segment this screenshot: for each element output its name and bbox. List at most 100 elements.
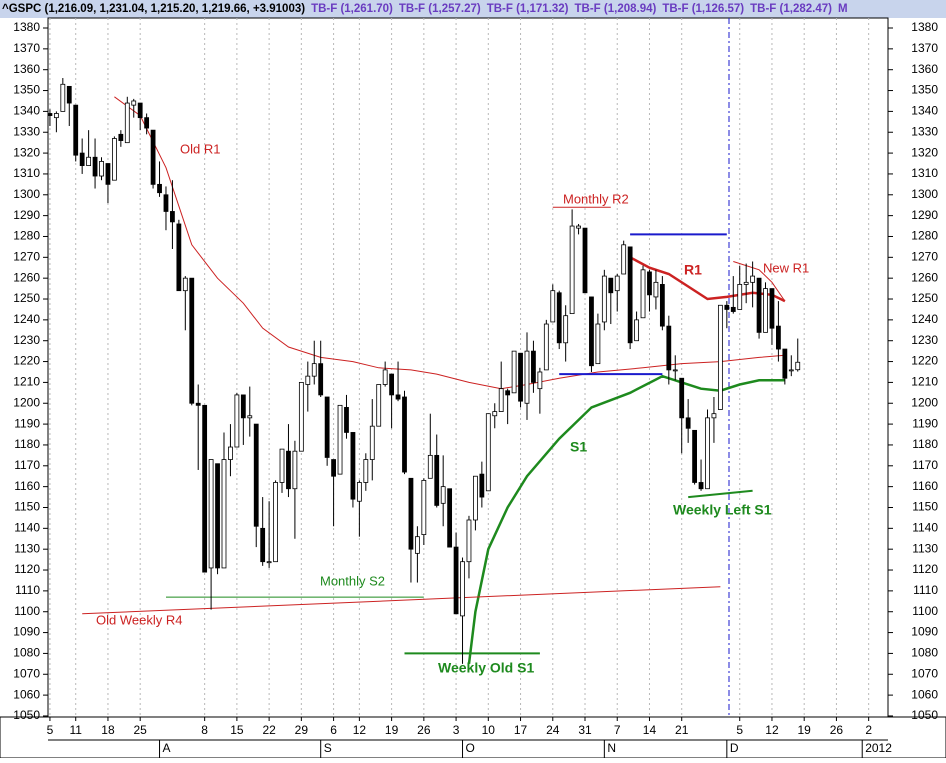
- overlay-label: New R1: [763, 260, 809, 275]
- x-tick-label: 25: [134, 723, 148, 737]
- x-tick-label: 31: [578, 723, 592, 737]
- candle-body: [163, 194, 169, 212]
- candle-body: [576, 225, 581, 229]
- candle-body: [666, 325, 672, 371]
- y-tick-label-right: 1300: [911, 187, 938, 201]
- candle-body: [324, 396, 330, 458]
- y-tick-label: 1120: [14, 562, 40, 576]
- x-tick-label: 24: [546, 723, 560, 737]
- candle-body: [511, 350, 517, 394]
- candle-body: [447, 488, 453, 548]
- candle-body: [543, 323, 549, 371]
- y-tick-label: 1220: [13, 354, 40, 368]
- candle-body: [273, 482, 278, 563]
- candle-body: [685, 417, 691, 429]
- header-bar: [0, 0, 946, 18]
- candle-body: [672, 369, 678, 372]
- candle-body: [402, 396, 407, 473]
- header-item: TB-F (1,261.70): [311, 3, 393, 15]
- y-tick-label: 1310: [13, 166, 40, 180]
- y-tick-label: 1290: [13, 208, 40, 222]
- y-tick-label-right: 1240: [911, 312, 938, 326]
- y-tick-label-right: 1190: [912, 416, 938, 430]
- candle-body: [53, 113, 59, 119]
- candle-body: [92, 156, 98, 177]
- y-tick-label: 1210: [13, 375, 40, 389]
- candle-body: [221, 459, 227, 569]
- y-tick-label: 1200: [13, 395, 40, 409]
- y-tick-label-right: 1200: [911, 395, 938, 409]
- y-tick-label: 1100: [14, 604, 40, 618]
- y-tick-label-right: 1370: [911, 41, 938, 55]
- candle-body: [79, 152, 85, 166]
- candle-body: [659, 284, 665, 327]
- y-tick-label-right: 1160: [912, 479, 938, 493]
- y-tick-label-right: 1260: [911, 270, 938, 284]
- y-tick-label-right: 1340: [911, 104, 938, 118]
- x-tick-label: 10: [482, 723, 496, 737]
- candle-body: [692, 429, 697, 483]
- y-tick-label: 1250: [13, 291, 40, 305]
- candle-body: [363, 459, 369, 483]
- overlay-line: [467, 374, 785, 664]
- y-tick-label-right: 1120: [912, 562, 938, 576]
- candle-body: [395, 394, 401, 400]
- candle-body: [698, 482, 704, 490]
- y-tick-label-right: 1210: [911, 375, 938, 389]
- candle-body: [414, 536, 420, 554]
- y-tick-label-right: 1090: [911, 625, 938, 639]
- candle-body: [99, 161, 104, 177]
- candle-body: [170, 211, 175, 223]
- candle-body: [247, 415, 253, 419]
- candle-body: [305, 375, 311, 385]
- candle-body: [73, 104, 79, 156]
- candle-body: [621, 244, 627, 275]
- candle-body: [286, 450, 291, 490]
- candle-body: [550, 290, 556, 323]
- y-tick-label-right: 1330: [911, 124, 938, 138]
- candle-body: [434, 454, 440, 506]
- candle-body: [724, 304, 730, 310]
- candle-body: [427, 454, 433, 479]
- overlay-line: [688, 489, 753, 499]
- y-tick-label: 1090: [13, 625, 40, 639]
- candle-body: [266, 561, 272, 564]
- candle-body: [485, 413, 491, 492]
- header-item: TB-F (1,257.27): [399, 3, 481, 15]
- candle-body: [788, 369, 794, 372]
- candle-body: [369, 425, 375, 460]
- y-tick-label-right: 1380: [911, 20, 938, 34]
- candle-body: [137, 102, 143, 119]
- candle-body: [518, 352, 523, 402]
- y-tick-label-right: 1140: [912, 521, 938, 535]
- candle-body: [234, 394, 240, 448]
- candle-body: [717, 304, 723, 410]
- overlay-label: S1: [570, 439, 587, 455]
- candle-body: [311, 363, 317, 377]
- candle-body: [337, 404, 343, 475]
- candle-body: [228, 446, 233, 460]
- candle-body: [60, 83, 66, 112]
- candle-body: [389, 373, 395, 396]
- candle-body: [318, 363, 324, 396]
- overlay-label: Old Weekly R4: [96, 612, 182, 627]
- x-tick-label: 14: [643, 723, 657, 737]
- candle-body: [769, 288, 775, 329]
- candle-body: [711, 413, 717, 419]
- candle-body: [208, 459, 214, 569]
- candle-body: [737, 284, 743, 310]
- y-tick-label-right: 1220: [911, 354, 938, 368]
- candle-body: [795, 361, 801, 371]
- plot-area: [47, 17, 889, 718]
- candle-body: [763, 288, 768, 333]
- candle-body: [86, 156, 92, 166]
- x-tick-label: 8: [201, 723, 208, 737]
- candle-body: [189, 277, 195, 404]
- candle-body: [240, 394, 246, 419]
- y-tick-label-right: 1170: [912, 458, 938, 472]
- candle-body: [105, 163, 111, 185]
- y-tick-label-right: 1050: [911, 708, 938, 722]
- candle-body: [730, 306, 736, 312]
- header-item: ^GSPC (1,216.09, 1,231.04, 1,215.20, 1,2…: [2, 3, 305, 15]
- candle-body: [531, 350, 536, 383]
